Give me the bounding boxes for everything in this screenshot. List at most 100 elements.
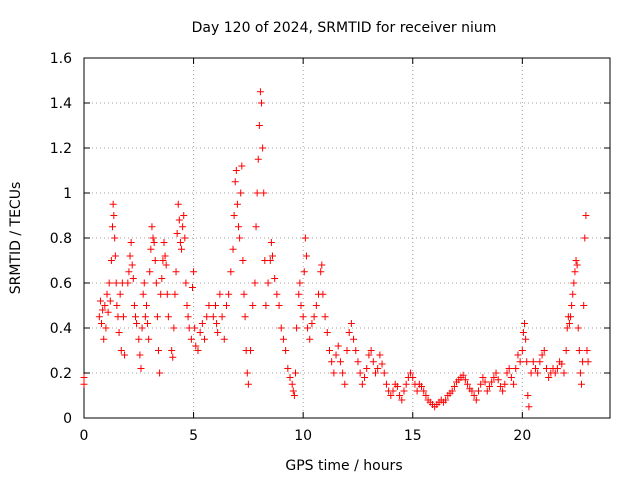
data-point	[389, 387, 397, 395]
data-point	[470, 392, 478, 399]
y-tick-label: 0.4	[50, 321, 72, 337]
data-point	[256, 88, 264, 96]
data-point	[267, 239, 275, 246]
data-point	[545, 374, 553, 381]
data-point	[119, 313, 127, 321]
data-point	[145, 335, 153, 343]
data-point	[171, 290, 179, 298]
data-point	[152, 279, 160, 287]
data-point	[418, 383, 426, 390]
data-point	[251, 279, 259, 287]
data-point	[222, 302, 230, 309]
grid-lines	[84, 58, 610, 418]
data-point	[194, 347, 202, 354]
data-point	[468, 387, 476, 395]
data-point	[268, 252, 276, 260]
data-point	[209, 313, 217, 321]
data-point	[249, 302, 257, 309]
data-point	[213, 320, 221, 327]
data-point	[371, 369, 379, 377]
data-point	[291, 369, 299, 377]
y-axis: 0 0.2 0.4 0.6 0.8 1 1.2 1.4 1.6	[50, 51, 610, 427]
data-point	[121, 351, 129, 359]
data-point	[567, 313, 575, 321]
data-point	[191, 324, 199, 332]
data-point	[241, 313, 249, 321]
data-point	[243, 369, 251, 377]
data-point	[393, 383, 401, 390]
data-point	[235, 223, 243, 231]
data-point	[481, 378, 489, 386]
data-point	[218, 313, 226, 321]
data-point	[111, 252, 119, 260]
data-point	[187, 335, 195, 343]
data-point	[494, 376, 502, 384]
data-point	[300, 268, 308, 276]
data-point	[507, 374, 515, 381]
data-point	[115, 329, 123, 336]
data-point	[472, 396, 480, 404]
data-point	[108, 223, 116, 231]
data-point	[302, 252, 310, 260]
data-point	[560, 369, 568, 377]
data-point	[396, 392, 404, 399]
data-point	[148, 223, 156, 231]
data-point	[490, 374, 498, 381]
data-point	[137, 365, 145, 372]
data-point	[558, 360, 566, 368]
data-point	[136, 351, 144, 359]
data-point	[402, 380, 410, 388]
data-point	[255, 122, 263, 129]
data-point	[488, 378, 496, 386]
data-point	[125, 268, 133, 276]
data-point	[400, 387, 408, 395]
y-tick-label: 0	[63, 411, 72, 427]
data-point	[522, 335, 530, 343]
data-point	[259, 144, 267, 152]
data-point	[536, 358, 544, 366]
data-point	[102, 324, 110, 332]
data-point	[341, 380, 349, 388]
data-points	[80, 88, 592, 411]
data-point	[514, 351, 522, 359]
y-tick-label: 0.6	[50, 276, 72, 292]
data-point	[184, 313, 192, 321]
data-point	[310, 313, 318, 321]
data-point	[126, 252, 134, 260]
data-point	[238, 162, 246, 170]
data-point	[358, 380, 366, 388]
data-point	[553, 365, 561, 372]
data-point	[584, 358, 592, 366]
data-point	[442, 396, 450, 404]
data-point	[572, 257, 580, 264]
data-point	[173, 230, 181, 237]
data-point	[104, 308, 112, 316]
data-point	[365, 351, 373, 359]
data-point	[576, 369, 584, 377]
data-point	[308, 320, 316, 327]
data-point	[153, 313, 161, 321]
data-point	[361, 374, 369, 381]
data-point	[318, 261, 326, 269]
data-point	[574, 324, 582, 332]
data-point	[212, 302, 219, 309]
data-point	[157, 290, 165, 298]
data-point	[181, 234, 189, 242]
data-point	[201, 335, 209, 343]
data-point	[328, 358, 336, 366]
data-point	[293, 324, 301, 332]
data-point	[334, 342, 342, 350]
data-point	[144, 320, 152, 327]
data-point	[198, 320, 206, 327]
data-point	[100, 335, 108, 343]
data-point	[413, 387, 421, 395]
data-point	[124, 279, 132, 287]
y-tick-label: 1.2	[50, 141, 72, 157]
data-point	[512, 365, 520, 372]
data-point	[176, 239, 184, 246]
data-point	[140, 279, 148, 287]
data-point	[459, 371, 467, 379]
data-point	[312, 302, 320, 309]
data-point	[164, 313, 172, 321]
